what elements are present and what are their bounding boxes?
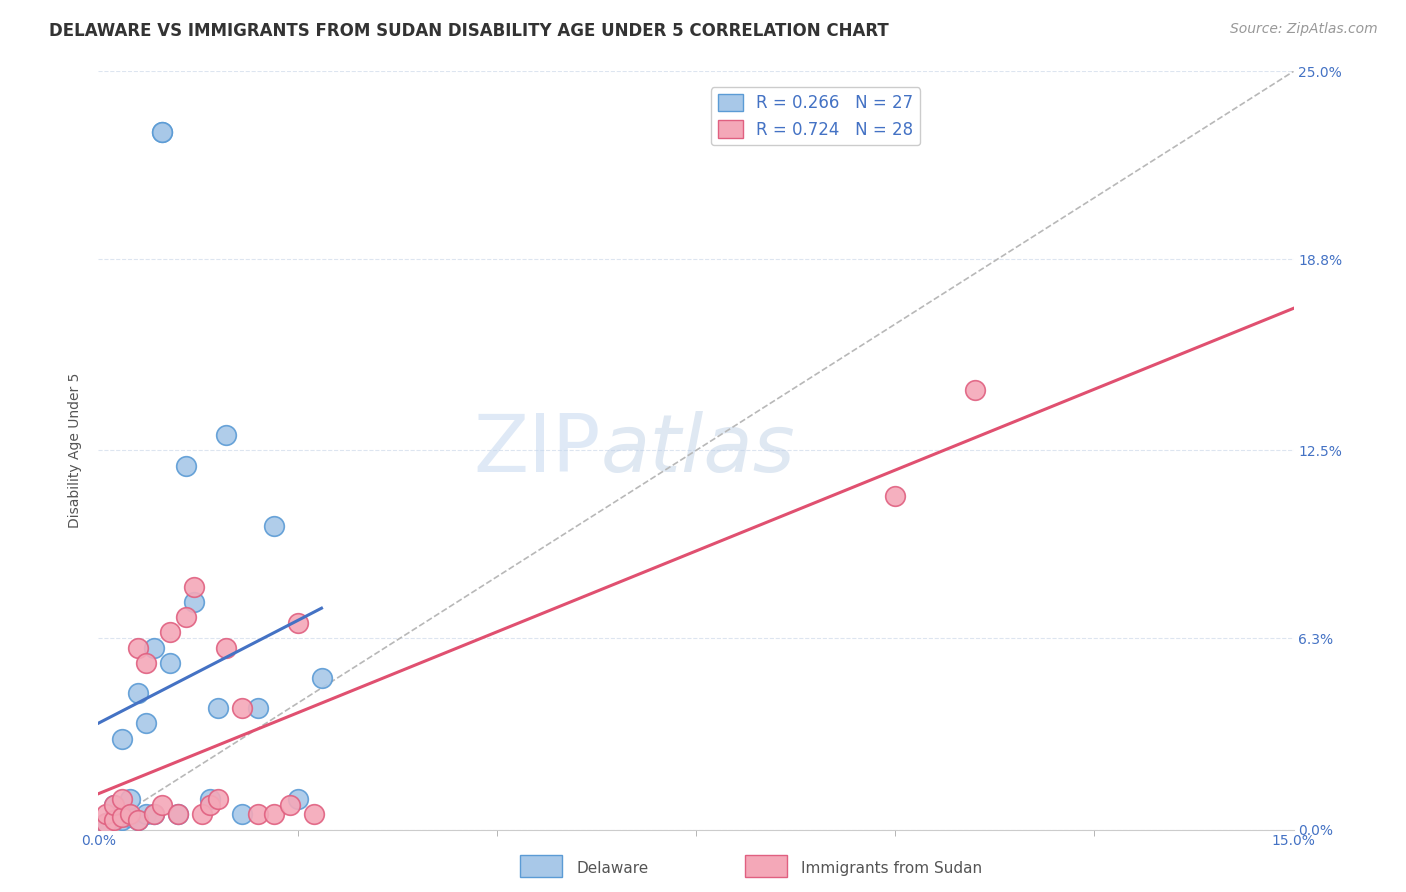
Point — [111, 814, 134, 828]
Point — [150, 798, 173, 813]
Point — [246, 807, 269, 822]
Point — [198, 792, 221, 806]
Point — [215, 640, 238, 655]
Point — [207, 792, 229, 806]
Point — [183, 580, 205, 594]
Point — [135, 807, 157, 822]
Point — [174, 610, 197, 624]
Point — [96, 816, 118, 830]
Point — [143, 807, 166, 822]
Point — [127, 814, 149, 828]
Text: DELAWARE VS IMMIGRANTS FROM SUDAN DISABILITY AGE UNDER 5 CORRELATION CHART: DELAWARE VS IMMIGRANTS FROM SUDAN DISABI… — [49, 22, 889, 40]
Point — [278, 798, 301, 813]
Point — [127, 814, 149, 828]
Point — [207, 701, 229, 715]
Point — [96, 816, 118, 830]
Point — [231, 807, 253, 822]
Point — [103, 798, 125, 813]
Point — [287, 792, 309, 806]
Point — [159, 656, 181, 670]
Point — [143, 640, 166, 655]
Text: Source: ZipAtlas.com: Source: ZipAtlas.com — [1230, 22, 1378, 37]
Y-axis label: Disability Age Under 5: Disability Age Under 5 — [69, 373, 83, 528]
Point — [246, 701, 269, 715]
Point — [120, 807, 142, 822]
Point — [135, 656, 157, 670]
Point — [963, 383, 986, 397]
Legend: R = 0.266   N = 27, R = 0.724   N = 28: R = 0.266 N = 27, R = 0.724 N = 28 — [711, 87, 920, 145]
Point — [120, 792, 142, 806]
Point — [103, 810, 125, 824]
Point — [150, 125, 173, 139]
Point — [183, 595, 205, 609]
Point — [111, 810, 134, 824]
Point — [287, 616, 309, 631]
Text: ZIP: ZIP — [472, 411, 600, 490]
Point — [231, 701, 253, 715]
Point — [103, 814, 125, 828]
Point — [96, 807, 118, 822]
Text: Immigrants from Sudan: Immigrants from Sudan — [801, 862, 983, 876]
Point — [127, 686, 149, 700]
Point — [167, 807, 190, 822]
Point — [191, 807, 214, 822]
Point — [111, 731, 134, 746]
Point — [215, 428, 238, 442]
Point — [174, 458, 197, 473]
Point — [127, 640, 149, 655]
Point — [311, 671, 333, 685]
Point — [103, 798, 125, 813]
Point — [111, 792, 134, 806]
Point — [159, 625, 181, 640]
Point — [198, 798, 221, 813]
Point — [135, 716, 157, 731]
Point — [150, 125, 173, 139]
Point — [263, 807, 285, 822]
Point — [302, 807, 325, 822]
Point — [143, 807, 166, 822]
Text: Delaware: Delaware — [576, 862, 648, 876]
Point — [120, 810, 142, 824]
Point — [884, 489, 907, 503]
Point — [263, 519, 285, 533]
Text: atlas: atlas — [600, 411, 796, 490]
Point — [167, 807, 190, 822]
